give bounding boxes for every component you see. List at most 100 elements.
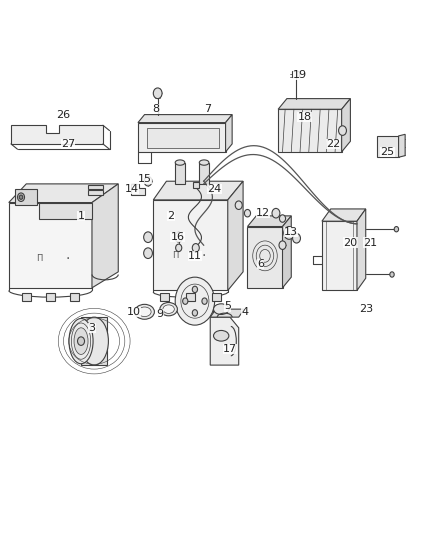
Circle shape (144, 248, 152, 259)
Polygon shape (247, 216, 291, 227)
Polygon shape (322, 209, 366, 221)
Circle shape (175, 232, 183, 242)
Polygon shape (46, 293, 55, 301)
Polygon shape (81, 317, 107, 365)
Polygon shape (70, 293, 79, 301)
Text: 14: 14 (124, 184, 138, 194)
Polygon shape (15, 189, 37, 205)
Circle shape (19, 195, 23, 199)
Text: П: П (36, 254, 42, 263)
Polygon shape (292, 71, 299, 77)
Polygon shape (322, 221, 357, 290)
Text: 11: 11 (188, 251, 202, 261)
Circle shape (244, 209, 251, 217)
Ellipse shape (213, 330, 229, 341)
Polygon shape (228, 181, 243, 290)
Ellipse shape (135, 304, 154, 319)
Circle shape (202, 298, 207, 304)
Polygon shape (153, 181, 243, 200)
Circle shape (192, 244, 199, 252)
Polygon shape (213, 309, 229, 336)
Circle shape (144, 176, 152, 186)
Polygon shape (193, 182, 199, 188)
Ellipse shape (80, 317, 109, 365)
Text: 8: 8 (152, 104, 159, 114)
Circle shape (183, 298, 188, 304)
Polygon shape (186, 293, 195, 301)
Text: 4: 4 (242, 307, 249, 317)
Text: 23: 23 (359, 304, 373, 314)
Polygon shape (210, 317, 239, 365)
Polygon shape (283, 216, 291, 288)
Text: 15: 15 (138, 174, 152, 183)
Polygon shape (88, 185, 103, 189)
Ellipse shape (175, 160, 185, 165)
Polygon shape (226, 115, 232, 152)
Polygon shape (247, 227, 283, 288)
Circle shape (176, 244, 182, 252)
Polygon shape (377, 136, 399, 157)
Text: ·: · (66, 252, 70, 265)
Ellipse shape (69, 318, 93, 364)
Polygon shape (39, 203, 92, 219)
Text: 7: 7 (205, 104, 212, 114)
Ellipse shape (213, 304, 229, 314)
Polygon shape (175, 163, 185, 184)
Circle shape (279, 241, 286, 249)
Circle shape (284, 227, 294, 239)
Text: 16: 16 (170, 232, 184, 242)
Text: 12: 12 (256, 208, 270, 218)
Text: 27: 27 (61, 139, 75, 149)
Circle shape (175, 277, 215, 325)
Circle shape (144, 232, 152, 243)
Ellipse shape (163, 305, 174, 313)
Polygon shape (357, 209, 366, 290)
Polygon shape (278, 109, 342, 152)
Circle shape (394, 227, 399, 232)
Polygon shape (278, 99, 350, 109)
Text: 26: 26 (57, 110, 71, 119)
Circle shape (78, 337, 85, 345)
Circle shape (235, 201, 242, 209)
Text: 3: 3 (88, 323, 95, 333)
Polygon shape (342, 99, 350, 152)
Circle shape (192, 286, 198, 293)
Text: П: П (172, 252, 178, 260)
Circle shape (272, 208, 280, 218)
Polygon shape (212, 293, 221, 301)
Polygon shape (88, 190, 103, 195)
Ellipse shape (160, 303, 177, 316)
Text: 10: 10 (127, 307, 141, 317)
Circle shape (279, 215, 286, 222)
Text: 24: 24 (208, 184, 222, 194)
Polygon shape (131, 184, 145, 195)
Text: 2: 2 (167, 211, 174, 221)
Ellipse shape (199, 160, 209, 165)
Ellipse shape (74, 328, 88, 354)
Polygon shape (9, 203, 92, 288)
Polygon shape (399, 134, 405, 157)
Text: 22: 22 (326, 139, 340, 149)
Text: 6: 6 (257, 259, 264, 269)
Circle shape (293, 233, 300, 243)
Text: 17: 17 (223, 344, 237, 354)
Polygon shape (138, 123, 226, 152)
Polygon shape (199, 163, 209, 184)
Text: 19: 19 (293, 70, 307, 79)
Polygon shape (92, 184, 118, 288)
Circle shape (192, 310, 198, 316)
Text: 18: 18 (297, 112, 311, 122)
Text: 20: 20 (343, 238, 357, 247)
Text: 21: 21 (363, 238, 377, 247)
Circle shape (339, 126, 346, 135)
Text: 1: 1 (78, 211, 85, 221)
Polygon shape (153, 200, 228, 290)
Polygon shape (160, 293, 169, 301)
Polygon shape (9, 184, 118, 203)
Text: ·: · (201, 249, 206, 263)
Text: 25: 25 (381, 147, 395, 157)
Circle shape (153, 88, 162, 99)
Polygon shape (11, 125, 103, 144)
Circle shape (18, 193, 25, 201)
Circle shape (390, 272, 394, 277)
